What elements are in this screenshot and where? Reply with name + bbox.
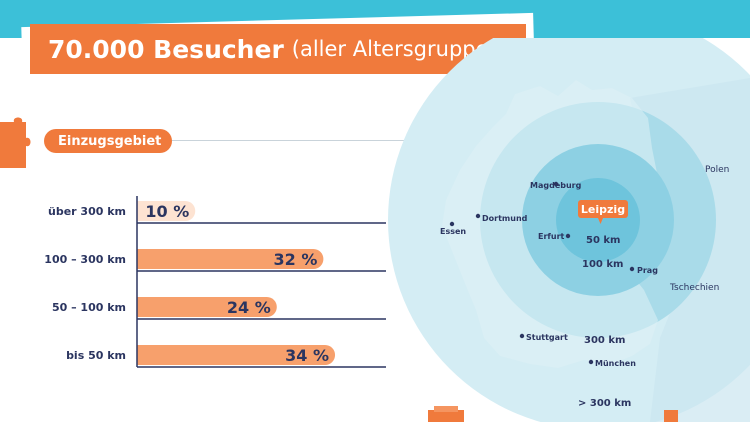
label-czechia: Tschechien xyxy=(669,283,719,293)
bar-category-label: 50 – 100 km xyxy=(52,301,126,314)
title-main: 70.000 Besucher xyxy=(48,34,284,64)
bar-value-label: 10 % xyxy=(145,202,189,221)
dot-muenchen xyxy=(588,359,594,365)
orange-block-decoration xyxy=(428,406,464,422)
section-label: Einzugsgebiet xyxy=(44,129,172,153)
orange-marker-decoration xyxy=(664,410,678,422)
ring-label-300km: 300 km xyxy=(584,335,625,346)
dot-dortmund xyxy=(475,213,481,219)
puzzle-piece-icon xyxy=(0,117,31,168)
bar-value-label: 34 % xyxy=(285,346,329,365)
ring-label-100km: 100 km xyxy=(582,259,623,270)
distance-bar-chart: über 300 km 10 % 100 – 300 km 32 % 50 – 100 … xyxy=(44,196,386,368)
dot-magdeburg xyxy=(553,181,559,187)
bar-category-label: über 300 km xyxy=(48,205,126,218)
leipzig-pin-icon xyxy=(598,218,603,224)
dot-erfurt xyxy=(565,233,571,239)
label-poland: Polen xyxy=(705,165,729,175)
dot-essen xyxy=(449,221,455,227)
section-divider xyxy=(172,140,427,141)
label-magdeburg: Magdeburg xyxy=(530,181,582,190)
title-banner: 70.000 Besucher (aller Altersgruppen) xyxy=(30,24,526,74)
bar-value-label: 32 % xyxy=(274,250,318,269)
label-erfurt: Erfurt xyxy=(538,232,565,241)
ring-label-over-300km: > 300 km xyxy=(578,398,631,409)
bar xyxy=(137,345,336,365)
bar-category-label: bis 50 km xyxy=(66,349,126,362)
bar xyxy=(137,297,277,317)
bar-category-label: 100 – 300 km xyxy=(44,253,126,266)
dot-stuttgart xyxy=(519,333,525,339)
dot-prag xyxy=(629,266,635,272)
catchment-map: Polen Tschechien Magdeburg Dortmund Esse… xyxy=(388,38,750,422)
label-muenchen: München xyxy=(595,359,636,368)
label-leipzig: Leipzig xyxy=(581,203,625,216)
label-stuttgart: Stuttgart xyxy=(526,333,568,342)
bar xyxy=(137,249,324,269)
ring-label-50km: 50 km xyxy=(586,235,620,246)
bar xyxy=(137,201,196,221)
label-dortmund: Dortmund xyxy=(482,214,528,223)
label-essen: Essen xyxy=(440,227,466,236)
bar-value-label: 24 % xyxy=(227,298,271,317)
leipzig-badge xyxy=(578,200,628,218)
ring-50km xyxy=(556,178,640,262)
label-prag: Prag xyxy=(637,266,658,275)
